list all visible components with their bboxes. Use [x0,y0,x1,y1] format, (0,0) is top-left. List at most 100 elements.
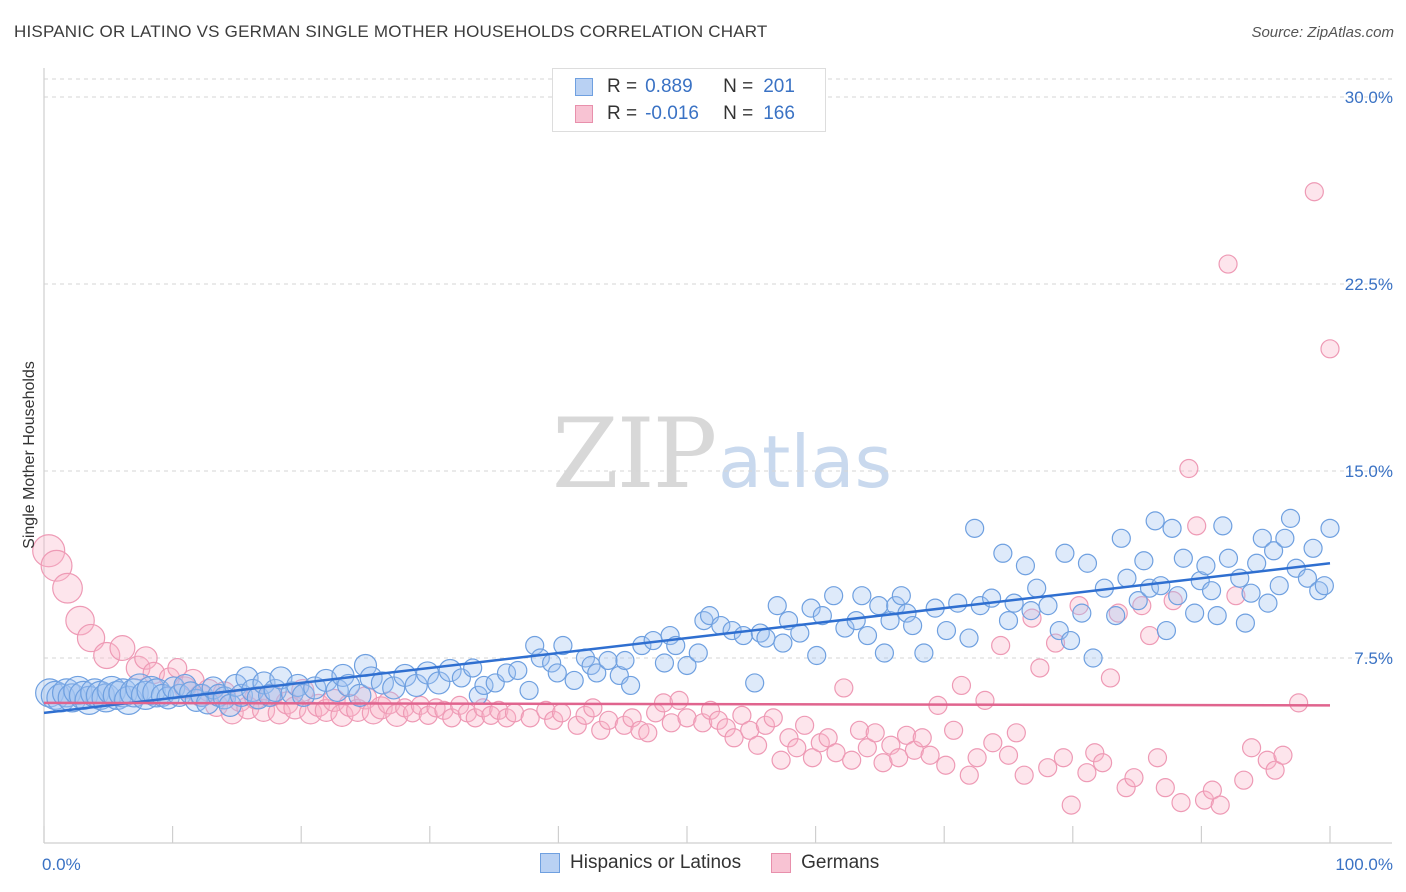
german-point [1179,458,1199,479]
german-point [638,723,658,743]
hispanic-point [508,660,528,681]
german-point [708,710,728,730]
hispanic-point [948,593,968,613]
legend-swatch-hispanics [575,78,593,96]
hispanic-point [1060,630,1081,651]
german-point [1069,596,1089,616]
hispanic-point [348,683,372,708]
german-point [1147,748,1168,768]
legend-r-label: R = [607,76,638,97]
hispanic-point [993,543,1013,563]
bottom-legend: Hispanics or Latinos Germans [540,852,909,874]
german-point [1234,770,1254,790]
hispanic-point [598,650,618,671]
german-point [1045,633,1066,653]
hispanic-point [959,628,979,648]
legend-swatch-germans [575,105,593,123]
legend-n-label: N = [723,76,754,97]
german-point [1210,795,1230,815]
german-point [32,534,66,568]
hispanic-point [1241,583,1261,603]
bottom-legend-germans[interactable]: Germans [771,852,879,874]
german-point [1187,516,1207,536]
german-point [630,720,650,740]
hispanic-point [359,666,383,690]
german-point [591,720,611,740]
hispanic-point [1083,648,1103,668]
germans-points [32,182,1340,815]
hispanic-point [1297,568,1318,588]
hispanic-point [1314,576,1334,596]
y-axis-label: Single Mother Households [21,361,38,549]
bottom-legend-hispanics[interactable]: Hispanics or Latinos [540,852,741,874]
german-point [716,718,736,738]
hispanic-point [553,635,573,656]
german-point [771,750,791,770]
hispanic-point [874,643,895,663]
hispanic-point [496,663,517,683]
legend-r-value: 0.889 [645,76,693,97]
hispanic-point [1280,508,1301,528]
bottom-legend-label: Germans [801,852,880,873]
axes [43,68,1392,844]
german-point [700,700,721,720]
german-point [1194,790,1215,810]
german-point [93,641,121,670]
germans-trend-line [43,701,1331,707]
hispanic-point [1252,528,1272,548]
hispanic-point [1258,593,1278,613]
watermark-atlas: atlas [718,420,892,504]
german-point [614,715,634,735]
german-point [1085,743,1105,763]
hispanic-point [519,680,539,701]
hispanic-point [587,663,607,683]
german-point [1241,738,1262,758]
chart-title: HISPANIC OR LATINO VS GERMAN SINGLE MOTH… [14,22,768,41]
y-tick-label: 7.5% [1354,649,1393,668]
german-point [912,728,932,748]
hispanic-point [965,518,985,538]
hispanic-point [1263,541,1284,561]
hispanic-point [1021,601,1041,621]
legend-row-germans: R = -0.016 N = 166 [575,102,795,126]
german-point [1304,182,1324,202]
german-point [1077,763,1097,783]
hispanic-point [1015,556,1036,576]
german-point [842,750,862,770]
hispanic-point [891,586,911,606]
german-point [677,708,697,728]
german-point [1100,668,1121,688]
hispanic-point [807,645,827,666]
tick-labels: 7.5% 15.0% 22.5% 30.0% 0.0% 100.0% [42,88,1393,874]
german-point [724,728,744,748]
trend-lines [43,562,1331,715]
hispanic-point [1145,511,1165,531]
hispanic-point [1128,591,1148,611]
german-point [944,720,964,740]
hispanic-point [1235,613,1255,633]
german-point [732,705,752,725]
legend-n-label: N = [723,103,754,124]
german-point [779,728,799,748]
german-point [795,715,815,735]
german-point [1108,603,1128,623]
german-point [1218,254,1238,274]
source-label: Source: ZipAtlas.com [1251,24,1394,41]
hispanic-point [1117,568,1137,588]
german-point [1257,750,1277,770]
hispanic-point [1077,553,1098,573]
german-point [567,715,587,735]
german-point [1092,753,1113,773]
german-point [849,720,870,740]
hispanic-point [1151,576,1171,596]
hispanic-point [756,628,776,648]
german-point [889,748,909,768]
grid-lines [44,78,1392,659]
german-point [1320,339,1340,359]
y-tick-label: 15.0% [1345,462,1393,481]
german-point [967,748,987,768]
german-point [520,708,540,728]
german-point [802,748,823,768]
hispanic-point [1072,603,1092,623]
german-point [134,646,158,670]
